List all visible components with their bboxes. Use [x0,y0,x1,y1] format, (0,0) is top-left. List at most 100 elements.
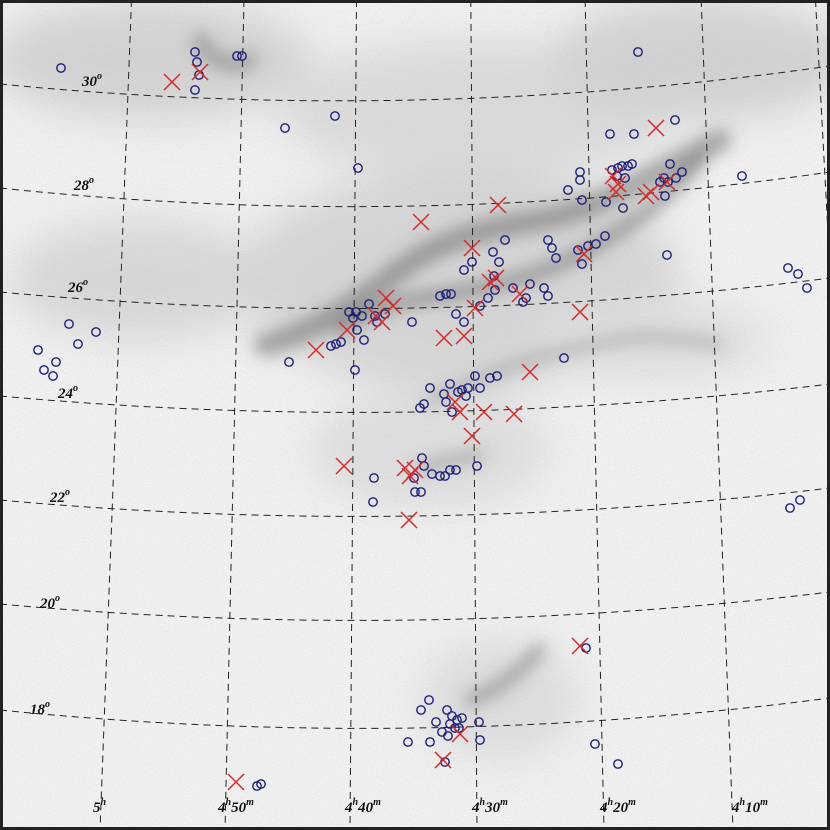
source-circle [474,717,484,727]
dec-label: 26o [67,277,88,296]
source-circle [409,473,419,483]
dec-unit: o [45,699,50,710]
ra-minute-unit: m [373,797,381,808]
dec-unit: o [97,71,102,82]
source-circle [64,319,74,329]
ra-minutes: 40 [357,800,374,816]
source-circle [459,265,469,275]
source-circle [470,371,480,381]
dec-unit: o [83,277,88,288]
source-circle [407,317,417,327]
source-circle [547,243,557,253]
source-circle [663,177,673,187]
ra-minutes: 10 [745,800,761,816]
source-cross [451,403,469,421]
ra-minutes: 20 [612,800,629,816]
source-circle [441,289,451,299]
source-cross [607,183,625,201]
ra-hours: 4 [731,800,740,816]
objects [33,47,812,791]
dec-line [3,697,827,729]
source-circle [600,231,610,241]
source-circle [326,341,336,351]
source-circle [627,159,637,169]
source-circle [662,250,672,260]
ra-minute-unit: m [760,797,768,808]
source-circle [441,397,451,407]
source-cross [455,327,473,345]
source-circle [331,339,341,349]
source-circle [284,357,294,367]
source-circle [629,129,639,139]
dec-value: 18 [30,702,46,718]
source-cross [571,303,589,321]
source-cross [435,329,453,347]
source-cross [505,405,523,423]
source-circle [475,735,485,745]
source-circle [492,371,502,381]
source-circle [633,47,643,57]
source-cross [335,457,353,475]
source-circle [483,293,493,303]
source-circle [190,85,200,95]
source-cross [487,269,505,287]
ra-line [700,3,734,827]
ra-line [584,3,605,827]
source-circle [543,291,553,301]
source-cross [412,213,430,231]
dec-value: 30 [81,74,98,90]
dec-line [3,383,827,413]
dec-value: 28 [73,178,90,194]
source-circle [670,115,680,125]
ra-hour-unit: h [226,797,232,808]
source-circle [490,285,500,295]
source-circle [577,259,587,269]
dec-line [3,65,827,102]
source-cross [307,341,325,359]
source-circle [453,387,463,397]
dec-label: 22o [49,487,70,506]
source-cross [163,73,181,91]
source-cross [227,773,245,791]
source-circle [488,247,498,257]
ra-label: 4h40m [344,797,381,816]
ra-hour-unit: h [353,797,359,808]
source-circle [737,171,747,181]
source-circle [443,731,453,741]
source-circle [508,283,518,293]
source-cross [521,363,539,381]
ra-minute-unit: m [628,797,636,808]
source-circle [353,163,363,173]
dec-line [3,591,827,621]
ra-minutes: 50 [231,800,247,816]
source-circle [543,235,553,245]
dec-unit: o [73,383,78,394]
source-circle [256,779,266,789]
source-cross [511,285,529,303]
source-circle [559,353,569,363]
source-circle [475,301,485,311]
source-circle [445,379,455,389]
source-circle [446,289,456,299]
source-circle [237,51,247,61]
source-circle [415,403,425,413]
source-cross [463,427,481,445]
source-circle [56,63,66,73]
ra-hours: 5 [93,800,101,816]
dec-label: 28o [73,175,94,194]
dec-line [3,171,827,208]
source-circle [91,327,101,337]
ra-minutes: 30 [484,800,501,816]
dec-label: 18o [30,699,50,718]
source-circle [51,357,61,367]
ra-hours: 4 [599,800,608,816]
source-circle [440,471,450,481]
dec-value: 22 [49,490,66,506]
ra-hours: 4 [217,800,226,816]
source-cross [451,725,469,743]
source-circle [48,371,58,381]
source-cross [400,511,418,529]
